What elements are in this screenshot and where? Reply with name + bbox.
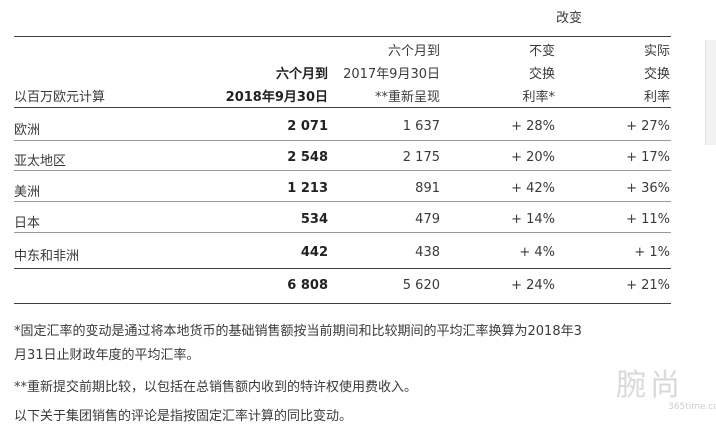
col3-header-line3: **重新呈现	[374, 90, 440, 105]
col4-header-line3: 利率*	[522, 90, 555, 105]
col4-header-line2: 交换	[528, 67, 555, 82]
region-cell: 亚太地区	[14, 154, 67, 169]
row-divider	[14, 140, 671, 141]
header-top-rule	[14, 36, 671, 37]
row-divider	[14, 170, 671, 171]
actual-rate-cell: + 27%	[626, 119, 670, 134]
change-header: 改变	[556, 11, 583, 26]
col3-header-line2: 2017年9月30日	[343, 67, 440, 82]
constant-rate-cell: + 4%	[519, 245, 555, 260]
col5-header-line1: 实际	[643, 44, 670, 59]
footnote-1-line1: *固定汇率的变动是通过将本地货币的基础销售额按当前期间和比较期间的平均汇率换算为…	[14, 324, 582, 339]
region-cell: 美洲	[14, 185, 41, 200]
total-2017-cell: 5 620	[402, 278, 440, 293]
constant-rate-cell: + 20%	[511, 150, 555, 165]
total-bottom-rule	[14, 303, 671, 304]
row-divider	[14, 201, 671, 202]
col2-header-line2: 2018年9月30日	[225, 90, 328, 105]
footnote-1-line2: 月31日止财政年度的平均汇率。	[14, 348, 200, 363]
watermark-logo: 腕尚 365time.com	[616, 360, 716, 420]
actual-rate-cell: + 1%	[634, 245, 670, 260]
value-2018-cell: 2 071	[287, 119, 328, 134]
col4-header-line1: 不变	[528, 44, 555, 59]
value-2017-cell: 479	[415, 212, 440, 227]
total-actual-cell: + 21%	[626, 278, 670, 293]
scrollbar[interactable]	[705, 40, 716, 145]
col3-header-line1: 六个月到	[387, 44, 440, 59]
value-2018-cell: 534	[300, 212, 328, 227]
col5-header-line3: 利率	[643, 90, 670, 105]
total-top-rule	[14, 268, 671, 269]
region-cell: 中东和非洲	[14, 249, 80, 264]
constant-rate-cell: + 42%	[511, 181, 555, 196]
value-2018-cell: 442	[300, 245, 328, 260]
footnote-3: 以下关于集团销售的评论是指按固定汇率计算的同比变动。	[14, 409, 353, 424]
footnote-2: **重新提交前期比较，以包括在总销售额内收到的特许权使用费收入。	[14, 380, 418, 395]
value-2018-cell: 2 548	[287, 150, 328, 165]
unit-label: 以百万欧元计算	[14, 90, 106, 105]
value-2018-cell: 1 213	[287, 181, 328, 196]
col5-header-line2: 交换	[643, 67, 670, 82]
row-divider	[14, 232, 671, 233]
actual-rate-cell: + 36%	[626, 181, 670, 196]
value-2017-cell: 438	[415, 245, 440, 260]
actual-rate-cell: + 11%	[626, 212, 670, 227]
region-cell: 欧洲	[14, 123, 41, 138]
header-bottom-rule	[14, 107, 671, 108]
total-constant-cell: + 24%	[511, 278, 555, 293]
value-2017-cell: 891	[415, 181, 440, 196]
actual-rate-cell: + 17%	[626, 150, 670, 165]
watermark-text: 腕尚	[616, 368, 684, 403]
value-2017-cell: 1 637	[402, 119, 440, 134]
constant-rate-cell: + 14%	[511, 212, 555, 227]
col2-header-line1: 六个月到	[275, 67, 328, 82]
total-2018-cell: 6 808	[287, 278, 328, 293]
value-2017-cell: 2 175	[402, 150, 440, 165]
region-cell: 日本	[14, 216, 41, 231]
watermark-url: 365time.com	[668, 402, 716, 412]
constant-rate-cell: + 28%	[511, 119, 555, 134]
